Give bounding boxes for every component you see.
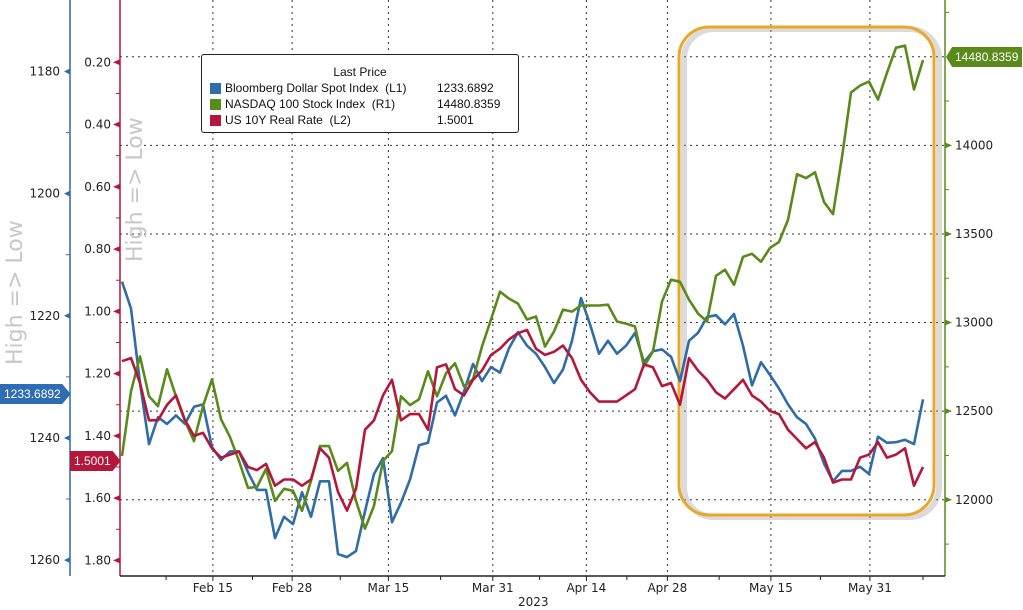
l1-tick-mark [64, 312, 70, 319]
last-price-tag-real-rate: 1.5001 [70, 451, 121, 471]
series-line-l2 [121, 328, 925, 512]
x-tick-label: Apr 28 [647, 581, 687, 595]
x-tick-label: May 31 [848, 581, 892, 595]
r1-tick-mark [945, 496, 952, 503]
l2-tick-label: 0.20 [84, 55, 111, 69]
l1-tick-label: 1180 [29, 64, 60, 78]
x-axis-year-label: 2023 [518, 595, 549, 609]
l2-tick-label: 1.20 [84, 367, 111, 381]
l1-tick-mark [64, 557, 70, 564]
legend-swatch-red [210, 114, 221, 126]
l2-tick-mark [113, 557, 120, 564]
legend-axis: (L2) [329, 113, 351, 127]
l2-tick-label: 1.00 [84, 304, 111, 318]
r1-tick-mark [945, 408, 952, 415]
r1-tick-label: 12000 [955, 493, 993, 507]
x-tick-label: Feb 15 [193, 581, 233, 595]
legend-swatch-green [210, 98, 221, 110]
legend-last-value: 1233.6892 [437, 81, 494, 95]
legend: Last Price Bloomberg Dollar Spot Index (… [201, 54, 519, 133]
l2-tick-mark [113, 370, 120, 377]
legend-entry-name: Bloomberg Dollar Spot Index (L1) [225, 80, 437, 96]
l1-tick-label: 1240 [29, 431, 60, 445]
l2-tick-label: 0.80 [84, 242, 111, 256]
highlight-box-shadow [681, 26, 942, 520]
l2-axis-label: High => Low [123, 117, 148, 262]
legend-entry-name: US 10Y Real Rate (L2) [225, 112, 437, 128]
l1-axis-label: High => Low [3, 220, 28, 365]
l1-tick-label: 1260 [29, 553, 60, 567]
r1-tick-mark [945, 142, 952, 149]
r1-tick-label: 12500 [955, 404, 993, 418]
l2-tick-label: 0.60 [84, 180, 111, 194]
l2-tick-label: 1.80 [84, 553, 111, 567]
l2-tick-mark [113, 432, 120, 439]
l2-tick-mark [113, 495, 120, 502]
l2-tick-mark [113, 246, 120, 253]
l2-tick-mark [113, 121, 120, 128]
l1-tick-label: 1220 [29, 309, 60, 323]
legend-name: Bloomberg Dollar Spot Index [225, 81, 379, 95]
l2-tick-mark [113, 308, 120, 315]
legend-axis: (R1) [371, 97, 396, 111]
legend-title: Last Price [333, 65, 387, 79]
legend-name: US 10Y Real Rate [225, 113, 323, 127]
l2-tick-label: 1.60 [84, 491, 111, 505]
l1-tick-mark [64, 434, 70, 441]
l2-tick-label: 0.40 [84, 118, 111, 132]
legend-last-value: 14480.8359 [437, 97, 501, 111]
legend-axis: (L1) [385, 81, 407, 95]
legend-swatch-blue [210, 82, 221, 94]
l1-tick-label: 1200 [29, 187, 60, 201]
r1-tick-mark [945, 319, 952, 326]
x-tick-label: May 15 [749, 581, 793, 595]
legend-entry-real-rate: US 10Y Real Rate (L2) 1.5001 [202, 112, 518, 128]
last-price-tag-nasdaq: 14480.8359 [946, 47, 1023, 67]
l2-tick-mark [113, 59, 120, 66]
l2-tick-mark [113, 183, 120, 190]
x-tick-label: Mar 31 [472, 581, 514, 595]
legend-entry-dollar: Bloomberg Dollar Spot Index (L1) 1233.68… [202, 80, 518, 96]
r1-tick-label: 13000 [955, 316, 993, 330]
r1-tick-label: 14000 [955, 138, 993, 152]
r1-tick-mark [945, 230, 952, 237]
x-tick-label: Apr 14 [566, 581, 606, 595]
l1-tick-mark [64, 68, 70, 75]
last-price-tag-dollar: 1233.6892 [0, 384, 71, 404]
legend-name: NASDAQ 100 Stock Index [225, 97, 366, 111]
legend-entry-nasdaq: NASDAQ 100 Stock Index (R1) 14480.8359 [202, 96, 518, 112]
legend-last-value: 1.5001 [437, 113, 474, 127]
legend-entry-name: NASDAQ 100 Stock Index (R1) [225, 96, 437, 112]
series-line-r1 [120, 44, 925, 531]
highlight-box [677, 25, 936, 517]
l2-tick-label: 1.40 [84, 429, 111, 443]
r1-tick-label: 13500 [955, 227, 993, 241]
l1-tick-mark [64, 190, 70, 197]
x-tick-label: Feb 28 [272, 581, 312, 595]
x-tick-label: Mar 15 [368, 581, 410, 595]
